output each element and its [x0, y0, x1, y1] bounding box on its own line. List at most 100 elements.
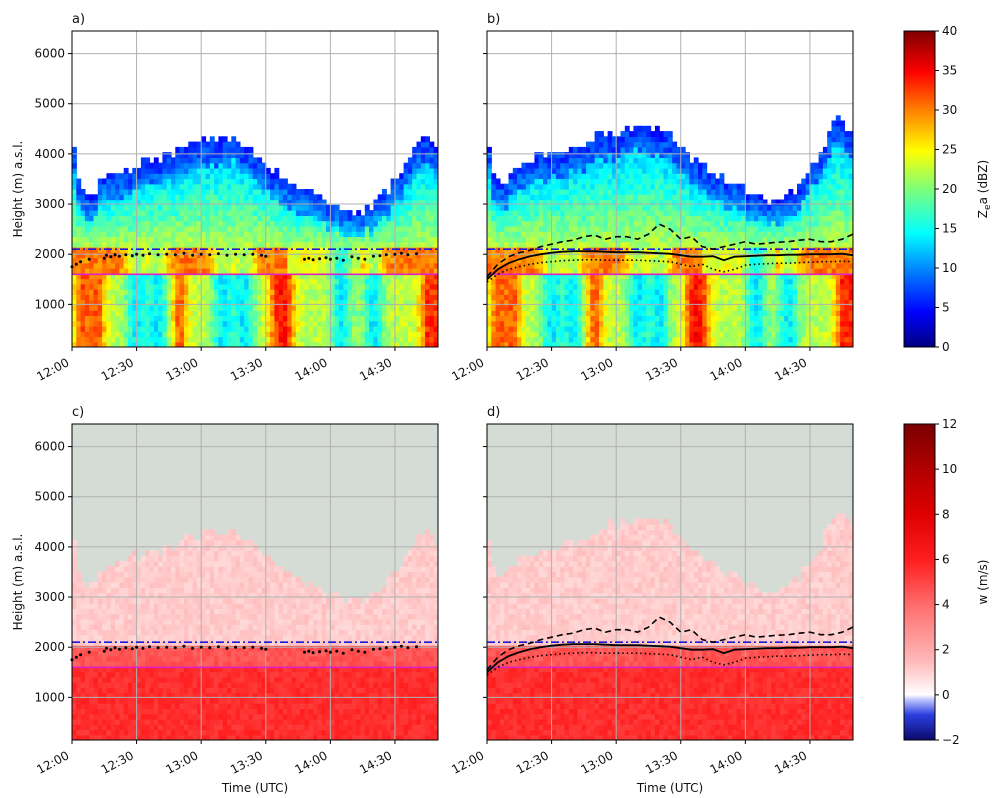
heat-cell [261, 252, 267, 259]
heat-cell [80, 236, 86, 243]
heat-cell [115, 210, 120, 216]
heat-cell [491, 262, 497, 269]
heat-cell [158, 167, 163, 174]
heat-cell [543, 173, 548, 180]
heat-cell [702, 331, 708, 338]
heat-cell [321, 289, 327, 295]
heat-cell [360, 341, 366, 347]
heat-cell [399, 199, 405, 206]
heat-cell [377, 299, 383, 306]
heat-cell [291, 189, 297, 195]
heat-cell [543, 194, 548, 201]
heat-cell [710, 220, 716, 227]
heat-cell [594, 283, 600, 290]
heat-cell [326, 320, 331, 327]
heat-cell [257, 299, 263, 306]
heat-cell [115, 236, 120, 243]
heat-cell [394, 257, 400, 264]
heat-cell [218, 157, 224, 164]
heat-cell [291, 231, 297, 237]
heat-cell [629, 341, 634, 347]
heat-cell [313, 341, 318, 347]
heat-cell [123, 231, 129, 237]
heat-cell [334, 220, 340, 227]
heat-cell [555, 331, 561, 338]
heat-cell [115, 299, 120, 306]
heat-cell [633, 189, 639, 195]
heat-cell [663, 131, 669, 137]
heat-cell [106, 236, 112, 243]
heat-cell [382, 215, 387, 222]
heat-cell [508, 204, 514, 211]
heat-cell [257, 283, 263, 290]
heat-cell [72, 278, 77, 285]
heat-cell [689, 204, 695, 211]
heat-cell [633, 167, 639, 174]
heat-cell [295, 294, 301, 301]
heat-cell [719, 310, 725, 316]
heat-cell [706, 294, 712, 301]
heat-cell [102, 231, 107, 237]
heat-cell [407, 299, 413, 306]
heat-cell [80, 320, 86, 327]
heat-cell [693, 252, 699, 259]
heat-cell [244, 152, 250, 158]
heat-cell [270, 325, 275, 332]
heat-cell [663, 167, 669, 174]
heat-cell [573, 225, 578, 232]
heat-cell [650, 136, 656, 143]
heat-cell [702, 220, 708, 227]
heat-cell [715, 241, 721, 248]
heat-cell [201, 215, 207, 222]
heat-cell [119, 299, 125, 306]
heat-cell [274, 336, 280, 343]
heat-cell [244, 210, 250, 216]
heat-cell [689, 278, 695, 285]
heat-cell [646, 268, 652, 274]
heat-cell [184, 146, 189, 153]
heat-cell [377, 283, 383, 290]
y-tick-label: 4000 [34, 147, 65, 161]
heat-cell [521, 299, 527, 306]
heat-cell [136, 210, 142, 216]
heat-cell [123, 278, 129, 285]
heat-cell [599, 157, 604, 164]
heat-cell [573, 257, 578, 264]
heat-cell [326, 289, 331, 295]
bright-band-point [324, 256, 328, 260]
heat-cell [538, 152, 544, 158]
heat-cell [196, 204, 202, 211]
heat-cell [140, 236, 146, 243]
heat-cell [351, 278, 357, 285]
heat-cell [227, 236, 232, 243]
heat-cell [115, 189, 120, 195]
heat-cell [659, 257, 665, 264]
heat-cell [659, 262, 665, 269]
heat-cell [702, 278, 708, 285]
heat-cell [654, 304, 660, 311]
heat-cell [399, 183, 405, 190]
heat-cell [162, 152, 168, 158]
bright-band-point [260, 253, 263, 257]
heat-cell [719, 336, 725, 343]
heat-cell [573, 294, 578, 301]
heat-cell [530, 210, 535, 216]
heat-cell [97, 210, 103, 216]
heat-cell [547, 189, 553, 195]
heat-cell [128, 178, 133, 185]
heat-cell [416, 236, 422, 243]
heat-cell [257, 236, 263, 243]
heat-cell [171, 241, 176, 248]
heat-cell [394, 236, 400, 243]
heat-cell [76, 183, 82, 190]
heat-cell [508, 189, 514, 195]
heat-cell [667, 220, 673, 227]
heat-cell [633, 204, 639, 211]
heat-cell [416, 289, 422, 295]
heat-cell [555, 231, 561, 237]
heat-cell [672, 315, 678, 322]
heat-cell [188, 252, 194, 259]
heat-cell [149, 336, 155, 343]
heat-cell [330, 283, 336, 290]
heat-cell [685, 315, 690, 322]
